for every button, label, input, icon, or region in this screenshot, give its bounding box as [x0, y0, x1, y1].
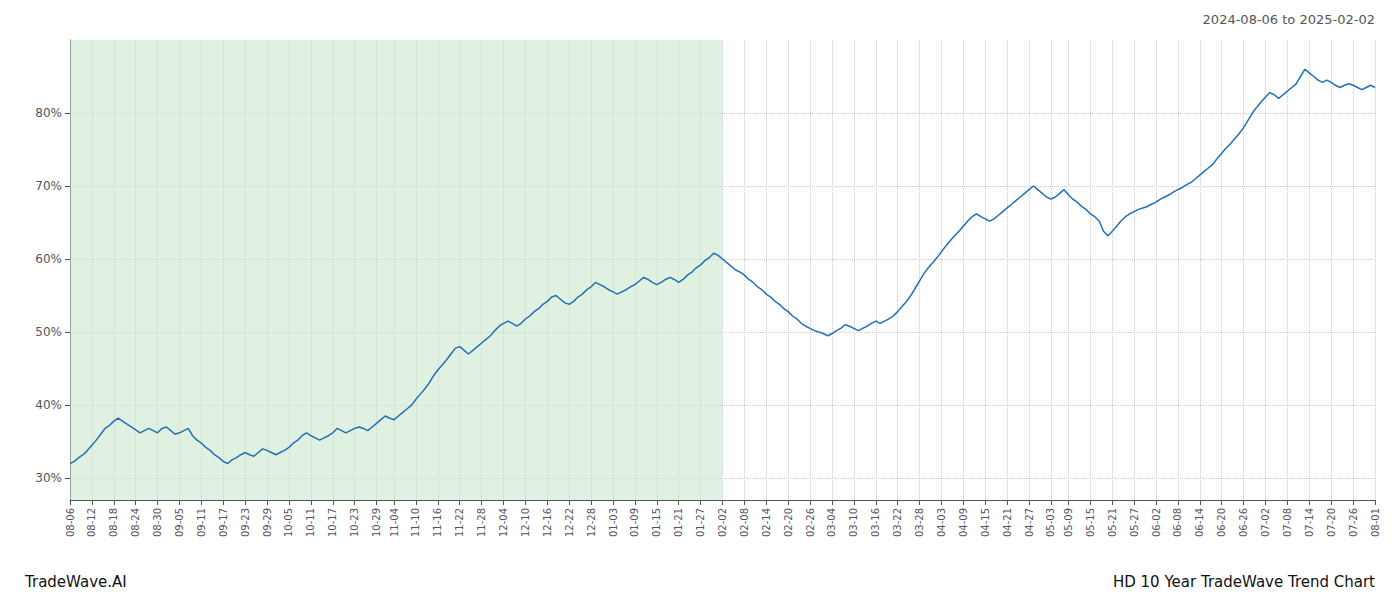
svg-text:03-04: 03-04 [826, 508, 837, 537]
svg-text:08-06: 08-06 [65, 508, 76, 537]
svg-text:70%: 70% [35, 179, 62, 193]
svg-text:01-21: 01-21 [673, 508, 684, 537]
svg-text:10-17: 10-17 [327, 508, 338, 537]
svg-text:12-10: 12-10 [520, 508, 531, 537]
svg-text:05-03: 05-03 [1045, 508, 1056, 537]
svg-text:12-16: 12-16 [542, 508, 553, 537]
svg-text:06-02: 06-02 [1151, 508, 1162, 537]
svg-text:06-14: 06-14 [1194, 508, 1205, 537]
svg-text:03-22: 03-22 [892, 508, 903, 537]
svg-text:07-08: 07-08 [1282, 508, 1293, 537]
svg-text:09-05: 09-05 [174, 508, 185, 537]
svg-text:04-21: 04-21 [1002, 508, 1013, 537]
svg-text:2024-08-06 to 2025-02-02: 2024-08-06 to 2025-02-02 [1203, 12, 1375, 27]
svg-text:11-28: 11-28 [476, 508, 487, 537]
svg-text:07-14: 07-14 [1304, 508, 1315, 537]
svg-text:80%: 80% [35, 106, 62, 120]
svg-text:08-30: 08-30 [152, 508, 163, 537]
svg-text:08-01: 08-01 [1370, 508, 1381, 537]
svg-text:06-08: 06-08 [1172, 508, 1183, 537]
svg-text:05-21: 05-21 [1107, 508, 1118, 537]
svg-text:03-10: 03-10 [848, 508, 859, 537]
svg-text:10-29: 10-29 [371, 508, 382, 537]
svg-text:03-16: 03-16 [870, 508, 881, 537]
svg-text:09-17: 09-17 [218, 508, 229, 537]
svg-text:07-20: 07-20 [1326, 508, 1337, 537]
svg-text:02-26: 02-26 [805, 508, 816, 537]
svg-text:01-27: 01-27 [695, 508, 706, 537]
svg-text:40%: 40% [35, 398, 62, 412]
svg-text:11-10: 11-10 [410, 508, 421, 537]
svg-text:50%: 50% [35, 325, 62, 339]
svg-text:12-04: 12-04 [498, 508, 509, 537]
svg-text:TradeWave.AI: TradeWave.AI [24, 573, 127, 591]
svg-text:08-24: 08-24 [130, 508, 141, 537]
svg-text:05-15: 05-15 [1085, 508, 1096, 537]
svg-text:11-04: 11-04 [389, 508, 400, 537]
svg-text:11-16: 11-16 [432, 508, 443, 537]
svg-text:06-26: 06-26 [1238, 508, 1249, 537]
svg-text:04-03: 04-03 [936, 508, 947, 537]
svg-text:04-09: 04-09 [958, 508, 969, 537]
svg-text:09-29: 09-29 [262, 508, 273, 537]
svg-text:08-18: 08-18 [108, 508, 119, 537]
svg-text:05-27: 05-27 [1129, 508, 1140, 537]
svg-text:01-03: 01-03 [608, 508, 619, 537]
svg-text:60%: 60% [35, 252, 62, 266]
svg-text:09-23: 09-23 [240, 508, 251, 537]
svg-text:10-23: 10-23 [349, 508, 360, 537]
svg-text:04-15: 04-15 [980, 508, 991, 537]
svg-text:02-08: 02-08 [739, 508, 750, 537]
svg-text:02-20: 02-20 [783, 508, 794, 537]
svg-text:03-28: 03-28 [914, 508, 925, 537]
svg-text:12-22: 12-22 [564, 508, 575, 537]
svg-text:02-02: 02-02 [717, 508, 728, 537]
svg-text:04-27: 04-27 [1024, 508, 1035, 537]
svg-text:07-02: 07-02 [1260, 508, 1271, 537]
svg-text:HD 10 Year TradeWave Trend Cha: HD 10 Year TradeWave Trend Chart [1113, 573, 1375, 591]
svg-text:12-28: 12-28 [586, 508, 597, 537]
svg-text:08-12: 08-12 [86, 508, 97, 537]
svg-text:10-11: 10-11 [305, 508, 316, 537]
svg-text:07-26: 07-26 [1348, 508, 1359, 537]
svg-text:02-14: 02-14 [761, 508, 772, 537]
svg-text:05-09: 05-09 [1063, 508, 1074, 537]
svg-text:10-05: 10-05 [283, 508, 294, 537]
svg-text:11-22: 11-22 [454, 508, 465, 537]
svg-text:30%: 30% [35, 471, 62, 485]
svg-text:06-20: 06-20 [1216, 508, 1227, 537]
svg-text:09-11: 09-11 [196, 508, 207, 537]
svg-text:01-09: 01-09 [629, 508, 640, 537]
svg-text:01-15: 01-15 [651, 508, 662, 537]
